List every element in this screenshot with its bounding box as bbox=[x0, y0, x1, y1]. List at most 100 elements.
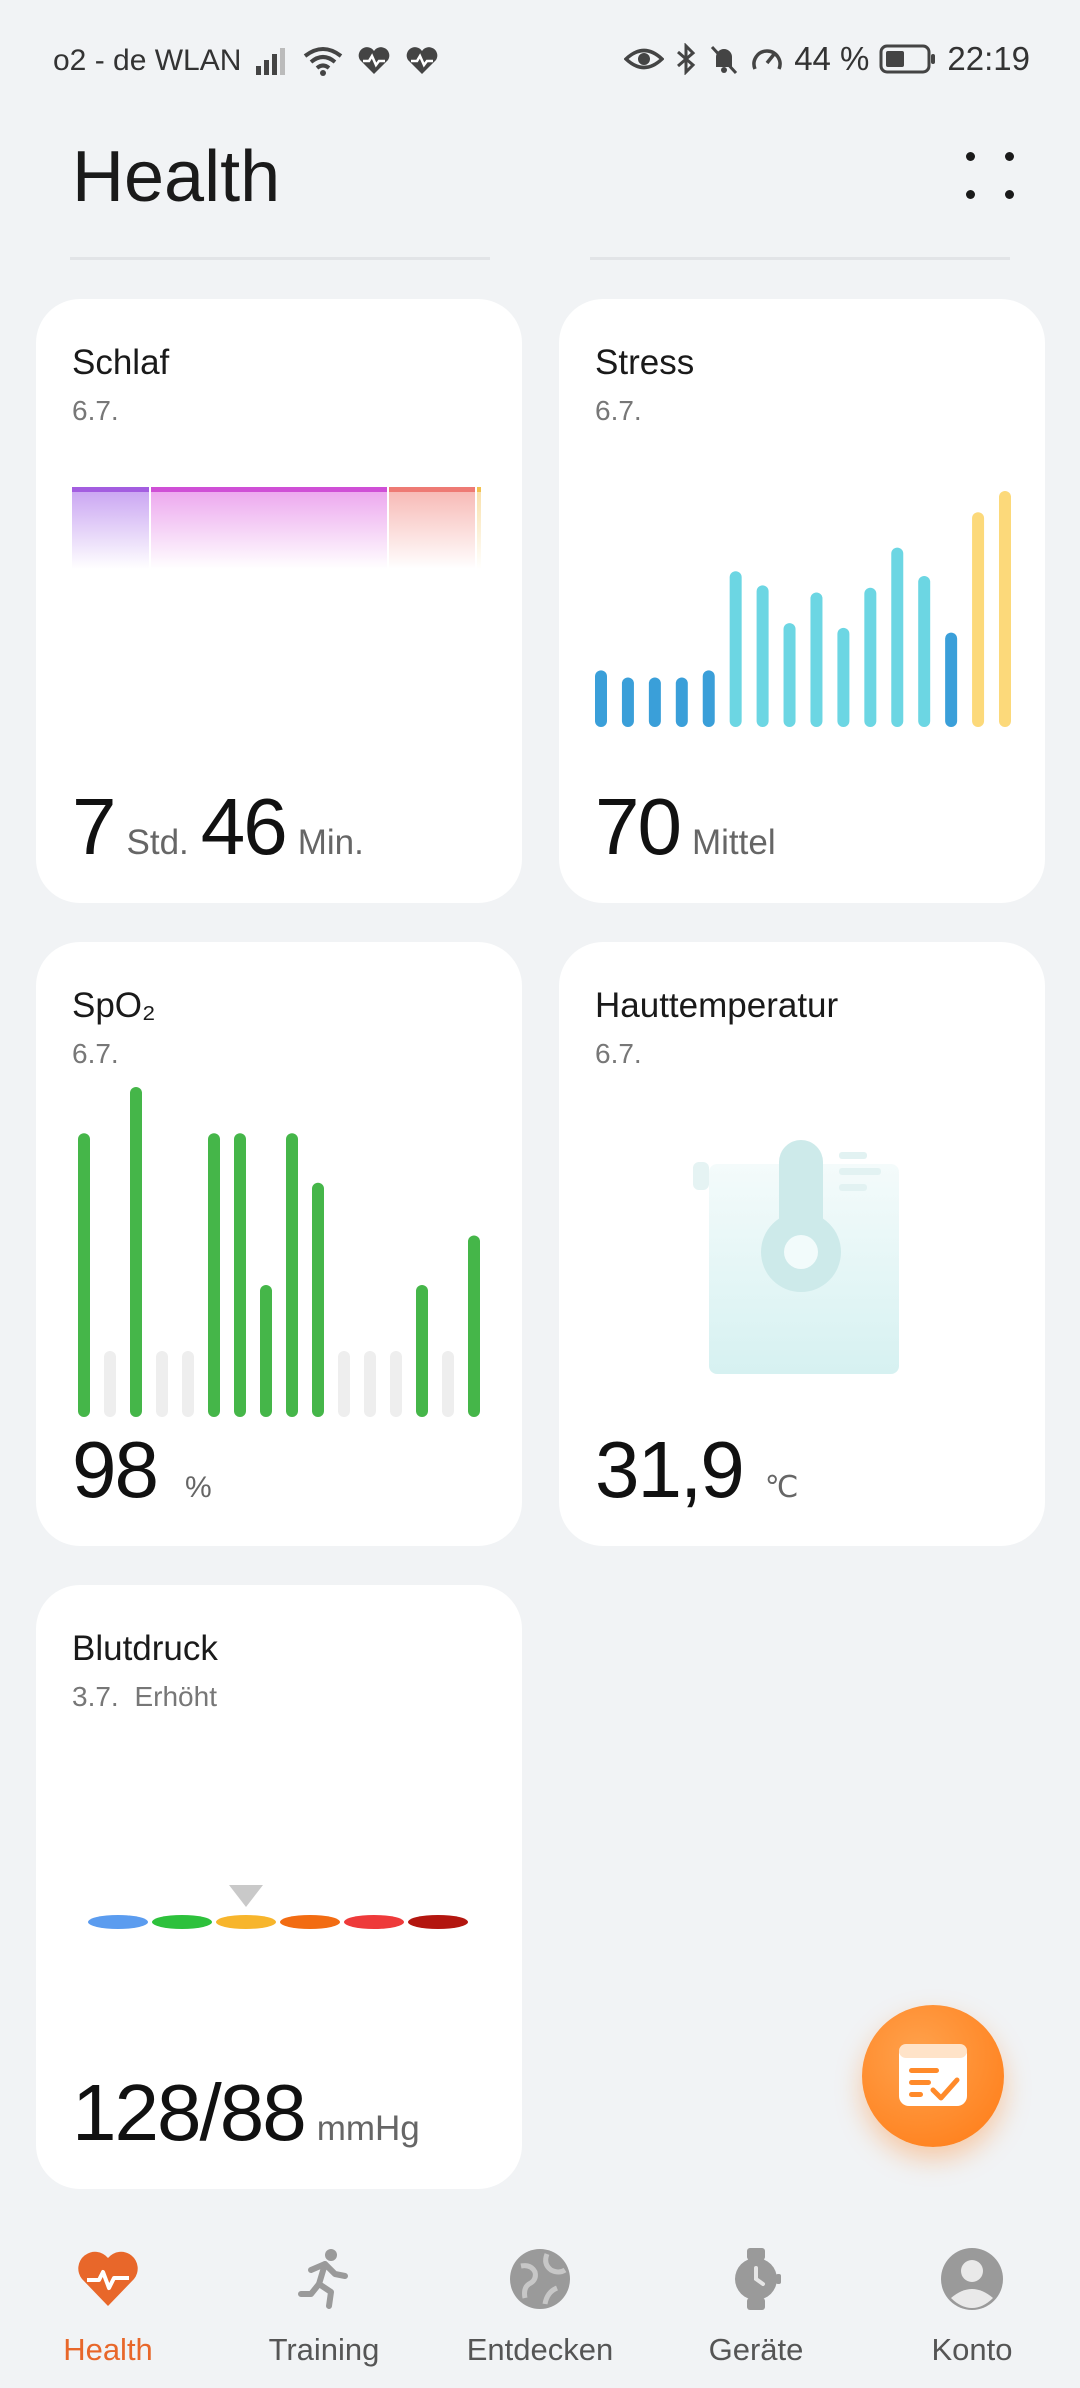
stress-value-group: 70 Mittel bbox=[595, 781, 788, 873]
clock: 22:19 bbox=[947, 40, 1030, 77]
sleep-segment bbox=[151, 489, 387, 569]
sleep-segment-top bbox=[477, 487, 481, 492]
spo2-bar bbox=[442, 1351, 454, 1417]
stress-bar bbox=[702, 670, 715, 727]
speedometer-icon bbox=[752, 49, 782, 70]
card-title: SpO₂ bbox=[72, 986, 156, 1025]
spo2-bar bbox=[468, 1235, 480, 1417]
spo2-bar bbox=[416, 1285, 428, 1417]
card-date: 6.7. bbox=[72, 395, 119, 426]
stress-bar bbox=[621, 677, 634, 727]
stress-bar bbox=[999, 491, 1011, 727]
bottom-tab-bar: Health Training Entdecken Geräte bbox=[0, 2224, 1080, 2388]
spo2-bar bbox=[234, 1133, 246, 1417]
add-record-button[interactable] bbox=[862, 2005, 1004, 2147]
spo2-bar bbox=[104, 1351, 116, 1417]
skin-temperature-value: 31,9 bbox=[595, 1425, 745, 1514]
sleep-card[interactable]: Schlaf 6.7. 7 Std. 46 Min. bbox=[36, 299, 522, 903]
tab-geraete[interactable]: Geräte bbox=[648, 2224, 864, 2388]
bp-scale-segment bbox=[216, 1915, 276, 1929]
stress-bar bbox=[891, 547, 904, 727]
blood-pressure-status: Erhöht bbox=[134, 1681, 217, 1712]
stress-bar bbox=[864, 587, 877, 727]
blood-pressure-value-group: 128/88 mmHg bbox=[72, 2067, 432, 2159]
sleep-segment-top bbox=[72, 487, 149, 492]
tab-konto[interactable]: Konto bbox=[864, 2224, 1080, 2388]
card-title: Stress bbox=[595, 343, 695, 382]
bp-scale-segment bbox=[88, 1915, 148, 1929]
skin-temperature-card[interactable]: Hauttemperatur 6.7. 31,9 ℃ bbox=[559, 942, 1045, 1546]
page-title: Health bbox=[72, 137, 281, 217]
blood-pressure-card[interactable]: Blutdruck 3.7. Erhöht 128/88 mmHg bbox=[36, 1585, 522, 2189]
more-options-button[interactable] bbox=[960, 146, 1020, 206]
dot-icon bbox=[1005, 152, 1014, 161]
stress-bar bbox=[648, 677, 661, 727]
tab-label: Geräte bbox=[708, 2332, 804, 2367]
stress-card[interactable]: Stress 6.7. 70 Mittel bbox=[559, 299, 1045, 903]
stress-bar bbox=[595, 670, 607, 727]
tab-training[interactable]: Training bbox=[216, 2224, 432, 2388]
sleep-hours-unit: Std. bbox=[126, 823, 189, 862]
stress-bar bbox=[837, 627, 850, 727]
wifi-icon bbox=[304, 47, 343, 76]
sleep-segment bbox=[477, 489, 481, 569]
stress-bar bbox=[675, 677, 688, 727]
stress-bar bbox=[810, 592, 823, 727]
running-person-icon bbox=[298, 2249, 348, 2309]
dot-icon bbox=[1005, 190, 1014, 199]
spo2-bar bbox=[338, 1351, 350, 1417]
status-bar: o2 - de WLAN bbox=[0, 0, 1080, 118]
bp-marker-icon bbox=[229, 1885, 263, 1907]
stress-level-label: Mittel bbox=[691, 823, 776, 862]
carrier-label: o2 - de WLAN bbox=[53, 44, 242, 77]
spo2-bar bbox=[286, 1133, 298, 1417]
blood-pressure-unit: mmHg bbox=[316, 2109, 420, 2148]
eye-icon bbox=[624, 48, 665, 70]
dot-icon bbox=[966, 152, 975, 161]
spo2-chart bbox=[78, 1087, 480, 1417]
bp-scale-segment bbox=[280, 1915, 340, 1929]
spo2-value-group: 98 % bbox=[72, 1424, 224, 1516]
spo2-card[interactable]: SpO₂ 6.7. 98 % bbox=[36, 942, 522, 1546]
stress-bar bbox=[918, 575, 931, 727]
battery-icon bbox=[879, 44, 936, 74]
card-title: Schlaf bbox=[72, 343, 170, 382]
heart-pulse-icon bbox=[78, 2251, 138, 2306]
tab-health[interactable]: Health bbox=[0, 2224, 216, 2388]
watch-icon bbox=[735, 2248, 781, 2310]
stress-bar bbox=[756, 585, 769, 727]
stress-value: 70 bbox=[595, 782, 682, 871]
sleep-segment-top bbox=[389, 487, 475, 492]
card-date-status: 3.7. Erhöht bbox=[72, 1681, 217, 1713]
card-date: 6.7. bbox=[72, 1038, 119, 1069]
sleep-hours: 7 bbox=[72, 782, 116, 871]
sleep-chart bbox=[72, 487, 481, 569]
heart-rate-icon bbox=[359, 47, 390, 74]
stress-bar bbox=[945, 632, 958, 727]
spo2-bar bbox=[364, 1351, 376, 1417]
tab-label: Health bbox=[63, 2332, 153, 2367]
tab-entdecken[interactable]: Entdecken bbox=[432, 2224, 648, 2388]
bp-scale-segment bbox=[152, 1915, 212, 1929]
stress-bar bbox=[972, 512, 985, 727]
tab-label: Training bbox=[268, 2332, 380, 2367]
card-date: 6.7. bbox=[595, 1038, 642, 1069]
dot-icon bbox=[966, 190, 975, 199]
sleep-duration: 7 Std. 46 Min. bbox=[72, 781, 376, 873]
spo2-unit: % bbox=[184, 1471, 212, 1504]
spo2-bar bbox=[208, 1133, 220, 1417]
spo2-bar bbox=[130, 1087, 142, 1417]
heart-rate-icon-2 bbox=[407, 47, 438, 74]
previous-card-edge bbox=[590, 257, 1010, 260]
spo2-bar bbox=[260, 1285, 272, 1417]
globe-icon bbox=[510, 2249, 570, 2309]
battery-percent: 44 % bbox=[794, 40, 870, 77]
stress-bar bbox=[729, 571, 742, 727]
mute-bell-icon bbox=[711, 45, 738, 75]
spo2-bar bbox=[78, 1133, 90, 1417]
person-icon bbox=[941, 2248, 1003, 2310]
tab-label: Entdecken bbox=[466, 2332, 614, 2367]
spo2-bar bbox=[156, 1351, 168, 1417]
bluetooth-icon bbox=[677, 43, 696, 75]
signal-icon bbox=[256, 48, 286, 75]
